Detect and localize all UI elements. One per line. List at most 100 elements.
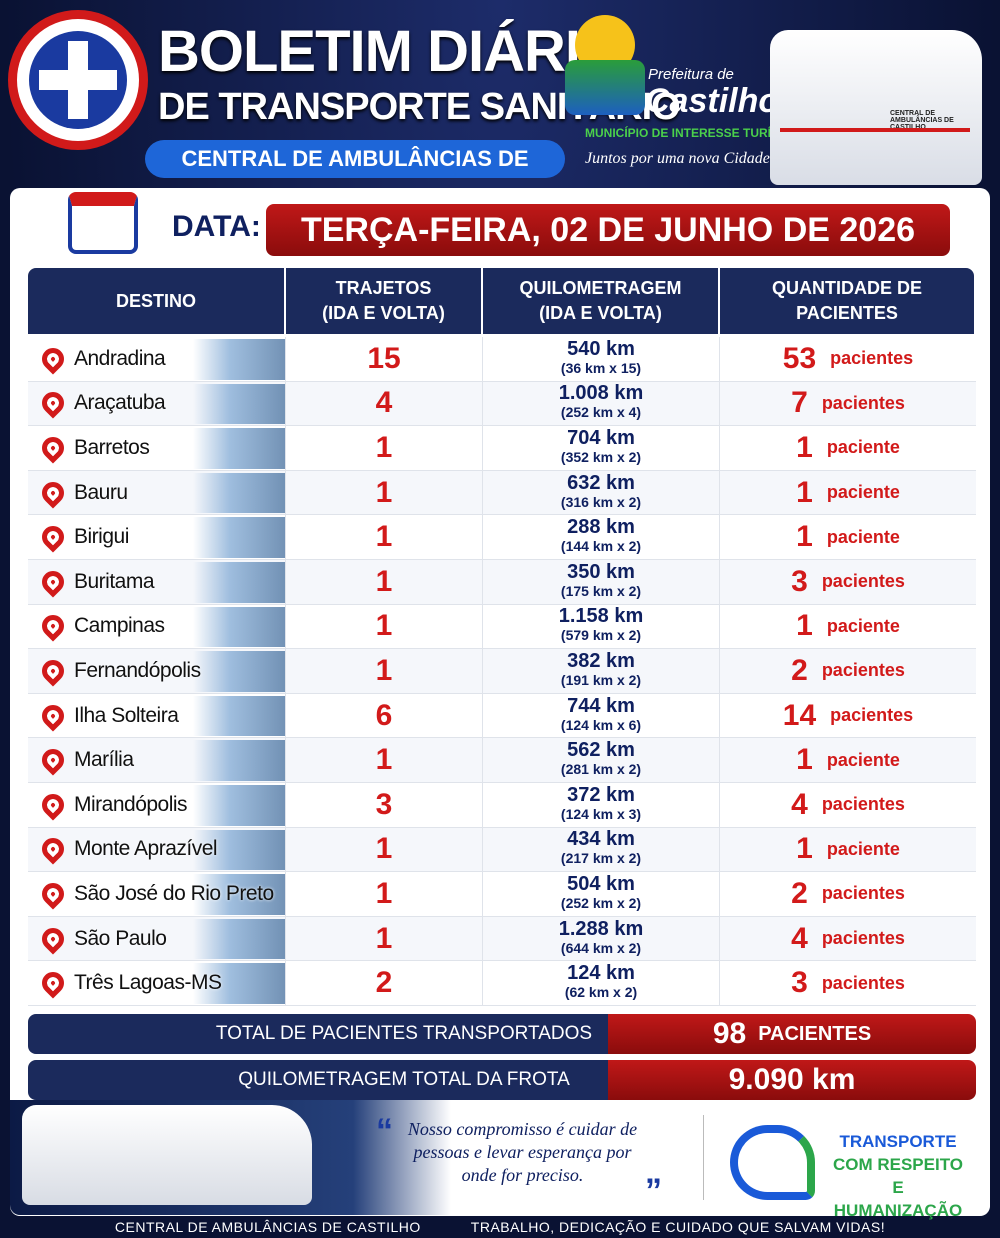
patients-unit: pacientes [821,972,905,993]
trips-cell: 1 [286,515,483,559]
header-line: QUILOMETRAGEM [519,278,682,298]
badge: CENTRAL DE AMBULÂNCIAS DE CASTILHO [145,140,565,209]
distance-detail: (217 km x 2) [560,850,642,867]
trips: 6 [375,698,393,732]
table-row: Buritama 1 350 km (175 km x 2) 3 pacientes [28,560,976,605]
city-thumbnail [193,517,285,558]
distance-detail: (124 km x 6) [560,716,642,733]
column-header: QUANTIDADE DE PACIENTES [720,268,974,334]
patients-cell: 1 paciente [720,605,976,649]
destination: Andradina [74,346,166,370]
date-value: TERÇA-FEIRA, 02 DE JUNHO DE 2026 [266,204,950,256]
patients-unit: pacientes [821,883,905,904]
trips-cell: 1 [286,426,483,470]
header-line: QUANTIDADE DE [771,278,922,298]
tagline-line: TRANSPORTE [839,1132,957,1151]
trips-cell: 1 [286,872,483,916]
pin-icon [37,923,69,955]
destination: Monte Aprazível [74,837,218,861]
trips: 1 [375,564,393,598]
distance-cell: 288 km (144 km x 2) [483,515,720,559]
header-line: TRAJETOS [335,278,432,298]
footer-right: TRABALHO, DEDICAÇÃO E CUIDADO QUE SALVAM… [470,1219,886,1235]
trips: 15 [367,341,401,375]
column-header: QUILOMETRAGEM (IDA E VOLTA) [483,268,718,334]
distance-detail: (62 km x 2) [564,984,638,1001]
distance: 1.158 km [558,605,644,628]
header-line: DESTINO [115,290,196,311]
distance-cell: 382 km (191 km x 2) [483,649,720,693]
distance-detail: (144 km x 2) [560,538,642,555]
open-quote: “ [376,1112,393,1150]
patients-unit: pacientes [821,571,905,592]
footer-bar: CENTRAL DE AMBULÂNCIAS DE CASTILHO TRABA… [0,1216,1000,1238]
distance: 372 km [567,783,635,806]
pin-icon [37,387,69,419]
trips-cell: 1 [286,470,483,515]
distance: 434 km [567,828,635,851]
distance-detail: (579 km x 2) [560,627,642,644]
city-thumbnail [193,651,285,692]
date-label: DATA: [172,210,261,243]
distance-cell: 1.008 km (252 km x 4) [483,381,720,426]
distance-detail: (252 km x 4) [560,404,642,421]
tagline-line: E HUMANIZAÇÃO [833,1178,963,1220]
patients-cell: 1 paciente [720,828,976,872]
trips: 3 [375,787,393,821]
total-value-box: 98 PACIENTES [608,1014,976,1054]
distance-cell: 562 km (281 km x 2) [483,738,720,782]
column-header: DESTINO [28,268,284,334]
pin-icon [37,744,69,776]
trips: 1 [375,475,393,509]
quote-text: Nosso compromisso é cuidar de pessoas e … [407,1119,638,1185]
distance-detail: (191 km x 2) [560,671,642,688]
trips-cell: 1 [286,649,483,693]
table-row: Três Lagoas-MS 2 124 km (62 km x 2) 3 pacient… [28,961,976,1006]
total-value: 98 [712,1017,747,1050]
distance-cell: 1.158 km (579 km x 2) [483,604,720,649]
patients-cell: 2 pacientes [720,649,976,693]
distance-cell: 744 km (124 km x 6) [483,693,720,738]
trips-cell: 6 [286,693,483,738]
table-row: Campinas 1 1.158 km (579 km x 2) 1 paciente [28,604,976,650]
trips-cell: 1 [286,560,483,604]
distance-cell: 434 km (217 km x 2) [483,827,720,872]
distance-detail: (175 km x 2) [560,582,642,599]
distance: 562 km [567,739,635,762]
pin-icon [37,610,69,642]
trips: 4 [375,386,393,420]
city-thumbnail [193,829,285,871]
table-row: Araçatuba 4 1.008 km (252 km x 4) 7 pacientes [28,381,976,427]
destination-cell: Birigui [28,515,286,559]
trips-cell: 1 [286,916,483,961]
distance-cell: 124 km (62 km x 2) [483,961,720,1005]
distance-cell: 704 km (352 km x 2) [483,426,720,470]
city-thumbnail [193,963,285,1004]
table-row: Birigui 1 288 km (144 km x 2) 1 paciente [28,515,976,560]
city-thumbnail [193,472,285,514]
trips-cell: 15 [286,337,483,381]
destination: Bauru [74,480,128,504]
distance-detail: (644 km x 2) [560,939,642,956]
distance: 1.008 km [558,382,644,405]
footer-left: CENTRAL DE AMBULÂNCIAS DE CASTILHO [114,1219,421,1235]
patients: 3 [791,966,808,1000]
distance: 744 km [567,694,635,717]
trips-cell: 2 [286,961,483,1005]
pin-icon [37,878,69,910]
patients: 1 [796,743,813,777]
column-header: TRAJETOS (IDA E VOLTA) [286,268,481,334]
patients: 2 [791,876,808,910]
patients-cell: 4 pacientes [720,917,976,961]
distance-detail: (316 km x 2) [560,493,642,510]
patients-cell: 1 paciente [720,426,976,470]
destination: São Paulo [74,926,167,950]
patients-unit: pacientes [821,392,905,413]
tagline-line: COM RESPEITO [832,1155,964,1174]
patients-cell: 53 pacientes [720,337,976,381]
distance-cell: 632 km (316 km x 2) [483,470,720,515]
patients-cell: 2 pacientes [720,872,976,916]
header-line: (IDA E VOLTA) [539,303,662,323]
destination-cell: Andradina [28,337,286,381]
